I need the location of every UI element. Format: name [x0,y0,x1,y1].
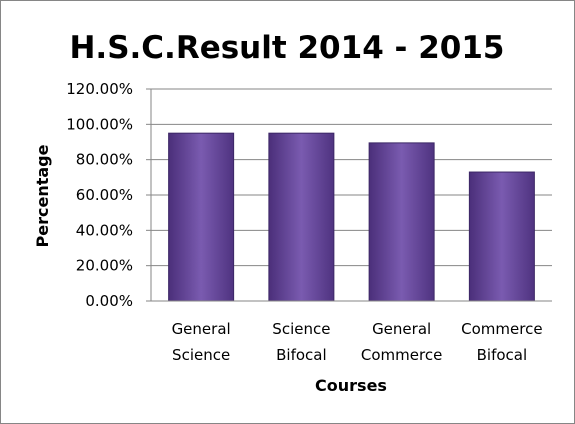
y-tick-label: 40.00% [76,221,133,239]
y-tick-label: 80.00% [76,151,133,169]
x-category-label: Bifocal [477,346,528,364]
y-tick-label: 120.00% [66,80,133,98]
x-category-label: Science [172,346,230,364]
x-category-labels: General Science Science Bifocal General Comme… [172,320,543,364]
x-category-label: Bifocal [276,346,327,364]
bars [151,132,552,302]
x-category-label: Commerce [461,320,542,338]
y-tick-labels: 0.00% 20.00% 40.00% 60.00% 80.00% 100.00% 120.… [66,80,133,310]
x-category-label: Commerce [361,346,442,364]
bar [268,132,335,302]
y-tick-label: 0.00% [85,292,133,310]
x-category-label: General [172,320,231,338]
x-axis-title: Courses [315,376,387,395]
x-category-label: General [372,320,431,338]
chart-title: H.S.C.Result 2014 - 2015 [69,30,504,66]
x-category-label: Science [272,320,330,338]
bar [168,132,235,302]
bar [368,142,435,302]
y-tick-label: 100.00% [66,115,133,133]
y-axis-title: Percentage [33,144,52,247]
y-tick-label: 60.00% [76,186,133,204]
y-tick-label: 20.00% [76,257,133,275]
bar [468,171,535,302]
